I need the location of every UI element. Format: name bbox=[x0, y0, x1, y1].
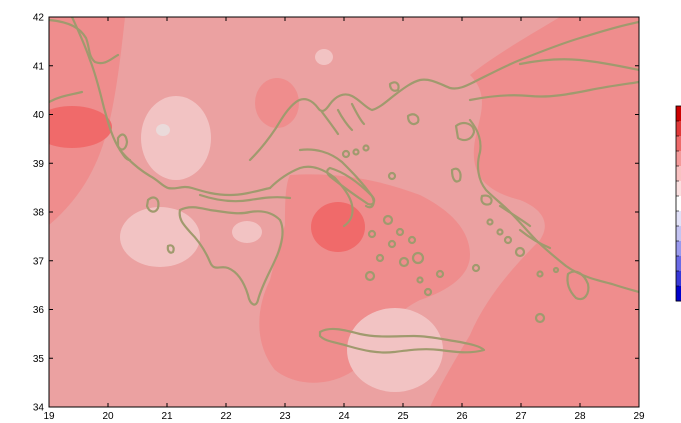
x-tick-label-26: 26 bbox=[456, 411, 468, 422]
coastline-peloponnese bbox=[178, 206, 284, 306]
coastline-sporades bbox=[341, 144, 397, 181]
island-serifos bbox=[375, 253, 385, 263]
island-skopelos bbox=[352, 148, 360, 156]
island-skyros bbox=[387, 171, 397, 181]
island-andros bbox=[382, 214, 394, 226]
coastline-cyclades bbox=[364, 214, 445, 297]
x-tick-label-27: 27 bbox=[515, 411, 527, 422]
island-kea bbox=[367, 229, 377, 239]
coastline-central-greece bbox=[268, 148, 375, 228]
field-min-ionian bbox=[156, 124, 170, 136]
y-tick-label-41: 41 bbox=[33, 61, 45, 72]
x-tick-label-28: 28 bbox=[574, 411, 586, 422]
coastline-marmara bbox=[518, 58, 639, 72]
x-tick-label-25: 25 bbox=[397, 411, 409, 422]
colorbar-frame bbox=[675, 105, 681, 302]
x-tick-label-24: 24 bbox=[338, 411, 350, 422]
island-leros bbox=[496, 228, 504, 236]
coastline-lemnos bbox=[406, 113, 420, 126]
island-milos bbox=[364, 270, 376, 282]
coastline-thasos bbox=[388, 81, 400, 92]
colorbar-swatch bbox=[676, 151, 681, 167]
x-axis: 19 20 21 22 23 24 25 26 27 28 29 bbox=[43, 17, 645, 422]
coastline-dodecanese bbox=[471, 218, 560, 324]
island-tinos bbox=[395, 227, 405, 237]
field-light-crete bbox=[347, 308, 443, 392]
coastline-rhodes bbox=[566, 270, 590, 301]
colorbar-swatch bbox=[676, 196, 681, 212]
island-santorini bbox=[423, 287, 433, 297]
x-tick-label-29: 29 bbox=[633, 411, 645, 422]
x-tick-label-23: 23 bbox=[279, 411, 291, 422]
coastline-zakynthos bbox=[166, 244, 175, 254]
y-tick-label-35: 35 bbox=[33, 354, 45, 365]
y-tick-label-42: 42 bbox=[33, 13, 45, 24]
island-patmos bbox=[486, 218, 494, 226]
island-karpathos bbox=[534, 312, 546, 324]
field-light-ionian bbox=[141, 96, 211, 180]
field-spot-north bbox=[255, 78, 299, 128]
field-light-peloponnese bbox=[120, 207, 200, 267]
colorbar-swatch bbox=[676, 286, 681, 302]
x-tick-label-22: 22 bbox=[220, 411, 232, 422]
y-tick-label-34: 34 bbox=[33, 403, 45, 414]
field-light-center bbox=[232, 221, 262, 243]
coastline-samos bbox=[480, 194, 493, 206]
island-skiathos bbox=[341, 149, 351, 159]
coastline-north-aegean bbox=[248, 78, 476, 162]
island-naxos bbox=[411, 251, 425, 265]
coastline-evia bbox=[326, 166, 376, 206]
island-ios bbox=[416, 276, 424, 284]
coastline-turkey bbox=[468, 20, 639, 294]
island-alonissos bbox=[362, 144, 370, 152]
island-syros bbox=[387, 239, 397, 249]
colorbar-swatch bbox=[676, 181, 681, 197]
coastline-italy bbox=[49, 18, 120, 104]
coastline-chios bbox=[450, 167, 462, 183]
x-tick-label-20: 20 bbox=[102, 411, 114, 422]
island-kos bbox=[514, 246, 526, 258]
y-tick-label-37: 37 bbox=[33, 256, 45, 267]
coastline-crete bbox=[318, 327, 486, 354]
y-axis: 34 35 36 37 38 39 40 41 42 bbox=[33, 13, 639, 414]
y-tick-label-39: 39 bbox=[33, 159, 45, 170]
island-tilos bbox=[536, 270, 544, 278]
coastline-ionian-mainland bbox=[118, 148, 272, 197]
coastline-kefalonia bbox=[145, 196, 160, 213]
colorbar-swatch bbox=[676, 121, 681, 137]
colorbar-swatch bbox=[676, 256, 681, 272]
coastlines bbox=[49, 17, 639, 354]
colorbar-swatch bbox=[676, 106, 681, 122]
island-amorgos bbox=[435, 269, 445, 279]
y-tick-label-36: 36 bbox=[33, 305, 45, 316]
y-tick-label-38: 38 bbox=[33, 208, 45, 219]
colorbar-swatch bbox=[676, 211, 681, 227]
x-tick-label-21: 21 bbox=[161, 411, 173, 422]
coastline-chalkidiki bbox=[320, 102, 366, 136]
island-mykonos bbox=[407, 235, 417, 245]
colorbar bbox=[675, 105, 681, 302]
coastline-gulf-corinth bbox=[198, 193, 292, 203]
colorbar-swatch bbox=[676, 241, 681, 257]
field-max-west bbox=[49, 106, 112, 148]
field-light-north bbox=[315, 49, 333, 65]
island-kalymnos bbox=[503, 235, 513, 245]
coastline-lesvos bbox=[454, 122, 476, 142]
colorbar-swatch bbox=[676, 136, 681, 152]
colorbar-swatch bbox=[676, 166, 681, 182]
field-max-attica bbox=[311, 202, 365, 252]
field-region-east bbox=[430, 17, 639, 407]
coastline-corfu bbox=[116, 133, 129, 151]
colorbar-swatch bbox=[676, 226, 681, 242]
island-symi bbox=[552, 266, 560, 274]
island-astypalaia bbox=[471, 263, 481, 273]
map-plot-area bbox=[49, 17, 639, 407]
y-tick-label-40: 40 bbox=[33, 110, 45, 121]
x-tick-label-19: 19 bbox=[43, 411, 55, 422]
island-paros bbox=[398, 256, 410, 268]
colorbar-swatch bbox=[676, 271, 681, 287]
coastline-turkey-bays bbox=[468, 80, 639, 250]
